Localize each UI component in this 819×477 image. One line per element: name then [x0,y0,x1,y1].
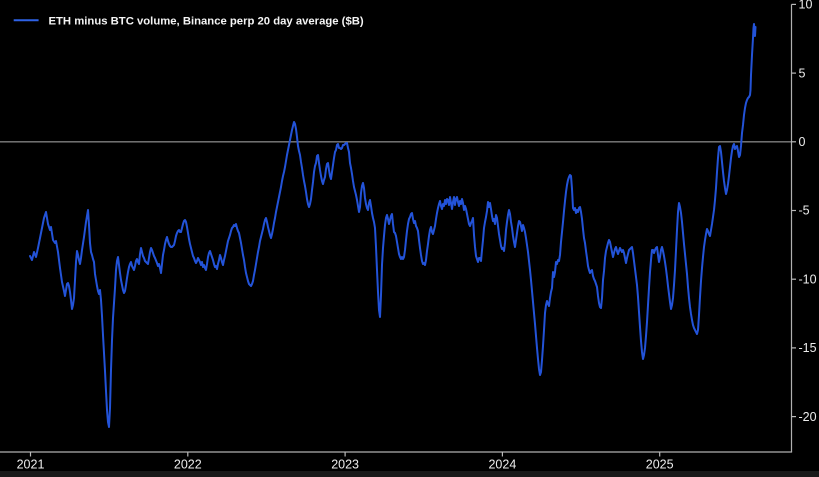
svg-text:2023: 2023 [331,458,359,472]
svg-text:-20: -20 [799,410,817,424]
svg-text:2025: 2025 [646,458,674,472]
svg-text:2021: 2021 [17,458,45,472]
svg-text:0: 0 [799,135,806,149]
svg-text:ETH minus BTC volume, Binance: ETH minus BTC volume, Binance perp 20 da… [49,16,364,28]
svg-text:-15: -15 [799,341,817,355]
svg-text:-10: -10 [799,272,817,286]
svg-text:-5: -5 [799,204,810,218]
svg-text:5: 5 [799,66,806,80]
svg-text:2022: 2022 [174,458,202,472]
svg-text:2024: 2024 [488,458,516,472]
svg-text:10: 10 [799,0,813,12]
